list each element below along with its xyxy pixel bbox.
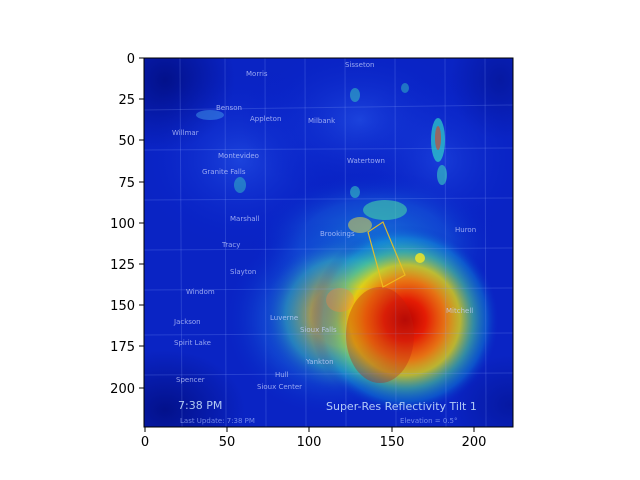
map-label: Spencer bbox=[176, 376, 205, 384]
map-labels: Morris Sisseton Benson Appleton Milbank … bbox=[172, 61, 476, 391]
map-label: Luverne bbox=[270, 314, 298, 322]
map-label: Yankton bbox=[305, 358, 334, 366]
y-tick-label: 75 bbox=[118, 176, 135, 191]
map-label: Slayton bbox=[230, 268, 256, 276]
radar-echoes bbox=[196, 83, 447, 383]
map-label: Willmar bbox=[172, 129, 199, 137]
x-tick-label: 100 bbox=[297, 435, 322, 450]
y-tick-label: 50 bbox=[118, 134, 135, 149]
radar-product: Super-Res Reflectivity Tilt 1 bbox=[326, 400, 477, 413]
map-label: Granite Falls bbox=[202, 168, 246, 176]
y-tick-label: 200 bbox=[110, 382, 135, 397]
y-tick-label: 150 bbox=[110, 299, 135, 314]
map-label: Hull bbox=[275, 371, 289, 379]
x-axis: 0 50 100 150 200 bbox=[141, 427, 487, 450]
map-label: Sisseton bbox=[345, 61, 374, 69]
map-label: Brookings bbox=[320, 230, 355, 238]
map-label: Windom bbox=[186, 288, 215, 296]
map-label: Sioux Center bbox=[257, 383, 302, 391]
radar-time: 7:38 PM bbox=[178, 399, 222, 412]
y-tick-label: 25 bbox=[118, 93, 135, 108]
axes-frame bbox=[143, 57, 514, 428]
x-tick-label: 0 bbox=[141, 435, 149, 450]
map-label: Watertown bbox=[347, 157, 385, 165]
radar-info-overlay: 7:38 PM Super-Res Reflectivity Tilt 1 El… bbox=[178, 399, 477, 425]
map-label: Mitchell bbox=[446, 307, 473, 315]
map-label: Huron bbox=[455, 226, 476, 234]
x-tick-label: 150 bbox=[380, 435, 405, 450]
map-label: Marshall bbox=[230, 215, 260, 223]
y-axis: 0 25 50 75 100 125 150 175 200 bbox=[110, 52, 144, 397]
map-label: Jackson bbox=[173, 318, 201, 326]
map-label: Montevideo bbox=[218, 152, 259, 160]
map-label: Morris bbox=[246, 70, 268, 78]
map-label: Appleton bbox=[250, 115, 281, 123]
x-tick-label: 200 bbox=[462, 435, 487, 450]
radar-elevation: Elevation = 0.5° bbox=[400, 417, 457, 425]
map-grid bbox=[144, 58, 513, 427]
y-tick-label: 0 bbox=[127, 52, 135, 67]
radar-last-update: Last Update: 7:38 PM bbox=[180, 417, 255, 425]
y-tick-label: 125 bbox=[110, 258, 135, 273]
map-label: Sioux Falls bbox=[300, 326, 337, 334]
warning-polygon bbox=[367, 221, 406, 288]
heatmap-image: Morris Sisseton Benson Appleton Milbank … bbox=[144, 58, 513, 427]
map-label: Milbank bbox=[308, 117, 336, 125]
y-tick-label: 100 bbox=[110, 217, 135, 232]
map-label: Benson bbox=[216, 104, 242, 112]
map-label: Tracy bbox=[221, 241, 240, 249]
map-label: Spirit Lake bbox=[174, 339, 211, 347]
y-tick-label: 175 bbox=[110, 340, 135, 355]
x-tick-label: 50 bbox=[219, 435, 236, 450]
